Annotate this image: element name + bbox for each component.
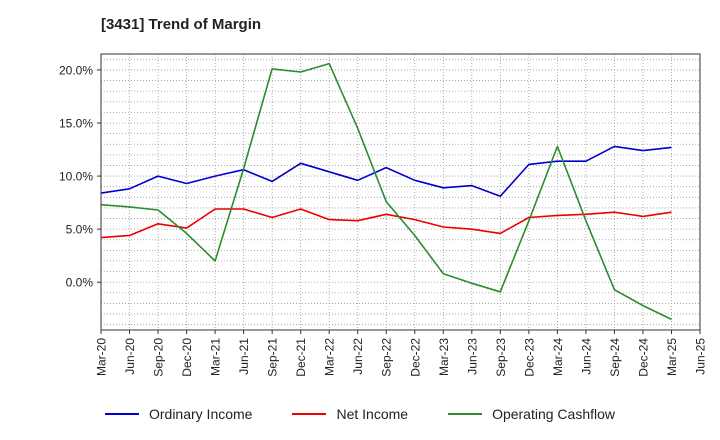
x-tick-label: Dec-23 bbox=[522, 338, 536, 377]
series-lines bbox=[100, 62, 672, 321]
chart-title: [3431] Trend of Margin bbox=[101, 16, 262, 33]
x-tick-label: Mar-23 bbox=[437, 338, 451, 376]
legend-label-net-income: Net Income bbox=[336, 406, 409, 422]
x-tick-label: Jun-24 bbox=[579, 338, 593, 375]
x-tick-label: Mar-24 bbox=[551, 338, 565, 376]
x-tick-label: Mar-20 bbox=[95, 338, 109, 376]
x-tick-label: Dec-20 bbox=[180, 338, 194, 377]
x-tick-label: Mar-25 bbox=[665, 338, 679, 376]
y-axis-ticks: 0.0% 5.0% 10.0% 15.0% 20.0% bbox=[59, 63, 101, 290]
x-tick-label: Sep-22 bbox=[380, 338, 394, 377]
x-tick-label: Sep-20 bbox=[152, 338, 166, 377]
x-tick-label: Dec-24 bbox=[636, 338, 650, 377]
x-tick-label: Sep-21 bbox=[266, 338, 280, 377]
chart-legend: Ordinary Income Net Income Operating Cas… bbox=[0, 406, 720, 422]
x-tick-label: Jun-23 bbox=[465, 338, 479, 375]
legend-label-operating-cashflow: Operating Cashflow bbox=[492, 406, 616, 422]
legend-swatch-ordinary-income bbox=[104, 413, 139, 415]
y-tick-label: 20.0% bbox=[59, 63, 93, 77]
grid-lines bbox=[100, 54, 701, 330]
series-line-net-income bbox=[100, 208, 672, 239]
x-tick-label: Dec-22 bbox=[408, 338, 422, 377]
y-tick-label: 0.0% bbox=[66, 276, 94, 290]
y-tick-label: 15.0% bbox=[59, 117, 93, 131]
x-tick-label: Jun-21 bbox=[237, 338, 251, 375]
margin-line-chart: 0.0% 5.0% 10.0% 15.0% 20.0% Mar-20 Jun-20 Sep-… bbox=[59, 53, 708, 377]
y-tick-label: 5.0% bbox=[66, 223, 94, 237]
legend-swatch-operating-cashflow bbox=[448, 413, 483, 415]
legend-swatch-net-income bbox=[292, 413, 327, 415]
legend-item-ordinary-income: Ordinary Income bbox=[104, 406, 253, 422]
legend-label-ordinary-income: Ordinary Income bbox=[148, 406, 253, 422]
x-axis-ticks: Mar-20 Jun-20 Sep-20 Dec-20 Mar-21 Jun-21 Sep-… bbox=[95, 330, 708, 377]
legend-item-net-income: Net Income bbox=[292, 406, 408, 422]
x-tick-label: Mar-21 bbox=[209, 338, 223, 376]
y-tick-label: 10.0% bbox=[59, 170, 93, 184]
plot-frame bbox=[100, 53, 701, 331]
x-tick-label: Jun-20 bbox=[123, 338, 137, 375]
x-tick-label: Jun-22 bbox=[351, 338, 365, 375]
x-tick-label: Mar-22 bbox=[323, 338, 337, 376]
series-line-ordinary-income bbox=[100, 145, 672, 197]
series-line-operating-cashflow bbox=[100, 62, 672, 321]
x-tick-label: Sep-24 bbox=[608, 338, 622, 377]
x-tick-label: Jun-25 bbox=[694, 338, 708, 375]
legend-item-operating-cashflow: Operating Cashflow bbox=[448, 406, 615, 422]
x-tick-label: Sep-23 bbox=[494, 338, 508, 377]
x-tick-label: Dec-21 bbox=[294, 338, 308, 377]
